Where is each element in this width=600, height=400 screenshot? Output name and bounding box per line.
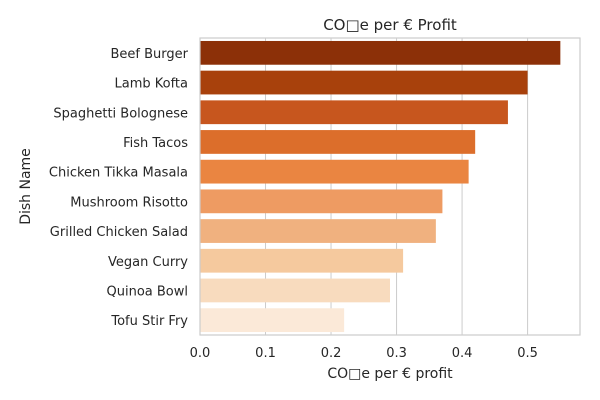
x-tick-label: 0.3 <box>386 346 407 361</box>
x-tick-label: 0.0 <box>190 346 211 361</box>
plot-frame <box>199 37 581 336</box>
y-tick-label: Tofu Stir Fry <box>110 314 188 329</box>
bar <box>200 278 390 303</box>
x-tick-label: 0.2 <box>321 346 342 361</box>
bar <box>200 130 476 154</box>
y-tick-label: Beef Burger <box>111 47 189 62</box>
bar <box>200 189 443 214</box>
y-tick-label: Fish Tacos <box>123 136 188 151</box>
chart-title: CO□e per € Profit <box>323 16 457 34</box>
x-tick-labels: 0.0 0.1 0.2 0.3 0.4 0.5 <box>190 346 538 361</box>
bar <box>200 219 436 243</box>
x-axis-label: CO□e per € profit <box>327 366 453 382</box>
bar <box>200 40 561 65</box>
bar <box>200 159 469 184</box>
bar <box>200 100 508 125</box>
bar <box>200 70 528 95</box>
y-axis-label: Dish Name <box>18 148 34 225</box>
y-tick-label: Lamb Kofta <box>115 77 189 92</box>
bar <box>200 308 345 333</box>
bars <box>200 40 561 333</box>
y-tick-label: Quinoa Bowl <box>107 284 189 299</box>
y-tick-label: Vegan Curry <box>108 255 188 270</box>
y-tick-labels: Beef Burger Lamb Kofta Spaghetti Bolognese… <box>49 47 189 329</box>
x-tick-label: 0.4 <box>452 346 473 361</box>
y-tick-label: Grilled Chicken Salad <box>50 225 188 240</box>
y-tick-label: Mushroom Risotto <box>70 195 188 210</box>
y-tick-label: Chicken Tikka Masala <box>49 166 188 181</box>
x-tick-label: 0.1 <box>255 346 276 361</box>
y-tick-label: Spaghetti Bolognese <box>53 106 188 121</box>
bar <box>200 248 404 273</box>
x-tick-label: 0.5 <box>517 346 538 361</box>
